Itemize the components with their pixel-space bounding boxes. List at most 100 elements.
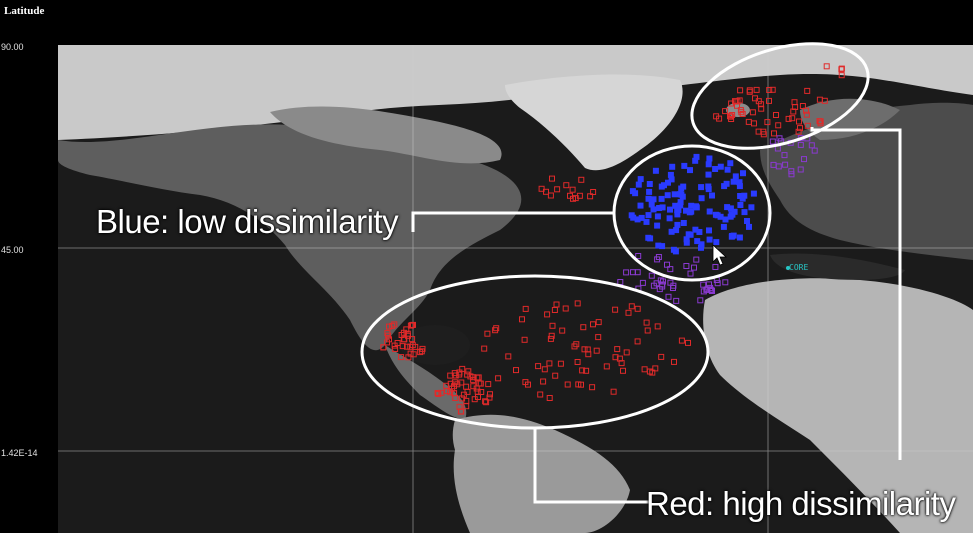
data-point-marker — [736, 183, 743, 190]
data-point-marker — [673, 227, 680, 234]
label-red-high-dissimilarity: Red: high dissimilarity — [646, 485, 956, 522]
label-blue-low-dissimilarity: Blue: low dissimilarity — [96, 203, 399, 240]
data-point-marker — [797, 166, 804, 173]
data-point-marker — [722, 216, 729, 223]
data-point-marker — [721, 183, 728, 190]
data-point-marker — [543, 188, 549, 195]
data-point-marker — [680, 183, 687, 190]
data-point-marker — [679, 193, 686, 200]
data-point-marker — [637, 202, 644, 209]
data-point-marker — [681, 162, 688, 169]
tick-label-top: 90.00 — [1, 42, 24, 52]
data-point-marker — [737, 202, 744, 208]
data-point-marker — [729, 233, 735, 239]
data-point-marker — [740, 170, 746, 177]
data-point-marker — [706, 155, 713, 162]
data-point-marker — [680, 220, 687, 226]
data-point-marker — [788, 171, 795, 178]
data-point-marker — [648, 201, 655, 208]
data-point-marker — [645, 195, 652, 202]
data-point-marker — [654, 213, 661, 220]
data-point-marker — [782, 161, 789, 168]
data-point-marker — [656, 205, 663, 211]
data-point-marker — [554, 186, 561, 193]
axis-title: Latitude — [4, 5, 45, 17]
data-point-marker — [736, 234, 743, 241]
data-point-marker — [683, 207, 689, 214]
data-point-marker — [692, 226, 699, 233]
data-point-marker — [698, 195, 705, 202]
data-point-marker — [650, 196, 657, 203]
data-point-marker — [578, 176, 585, 183]
data-point-marker — [748, 204, 755, 211]
data-point-marker — [724, 166, 731, 173]
data-point-marker — [717, 163, 724, 170]
data-point-marker — [650, 206, 657, 213]
data-point-marker — [629, 188, 636, 195]
data-point-marker — [576, 192, 583, 199]
data-point-marker — [671, 191, 678, 198]
data-point-marker — [693, 153, 700, 160]
data-point-marker — [645, 212, 652, 219]
data-point-marker — [724, 204, 731, 211]
data-point-marker — [674, 221, 681, 228]
data-point-marker — [569, 186, 576, 193]
data-point-marker — [652, 167, 659, 174]
data-point-marker — [694, 238, 701, 245]
data-point-marker — [746, 223, 752, 230]
data-point-marker — [655, 242, 662, 249]
data-point-marker — [647, 235, 654, 242]
data-point-marker — [698, 184, 705, 191]
data-point-marker — [706, 236, 713, 243]
data-point-marker — [693, 204, 700, 211]
data-point-marker — [628, 212, 635, 219]
data-point-marker — [637, 176, 644, 183]
data-point-marker — [712, 166, 719, 172]
data-point-marker — [750, 190, 757, 197]
data-point-marker — [788, 168, 795, 175]
data-point-marker — [781, 152, 788, 159]
data-point-marker — [665, 179, 671, 186]
data-point-marker — [741, 209, 748, 216]
satellite-map[interactable] — [58, 45, 973, 533]
data-point-marker — [643, 218, 650, 225]
map-canvas — [58, 45, 973, 533]
data-point-marker — [635, 181, 642, 188]
data-point-marker — [705, 171, 712, 178]
data-point-marker — [712, 211, 719, 218]
tick-label-bottom: 1.42E-14 — [1, 448, 38, 458]
data-point-marker — [646, 188, 653, 195]
station-label[interactable]: CORE — [789, 263, 809, 272]
data-point-marker — [706, 227, 712, 234]
data-point-marker — [741, 192, 748, 199]
data-point-marker — [732, 173, 739, 180]
data-point-marker — [727, 160, 734, 167]
data-point-marker — [672, 202, 679, 209]
data-point-marker — [744, 218, 750, 224]
data-point-marker — [713, 239, 720, 246]
data-point-marker — [666, 215, 673, 222]
data-point-marker — [685, 231, 692, 238]
data-point-marker — [677, 199, 684, 206]
data-point-marker — [705, 183, 712, 190]
data-point-marker — [664, 192, 671, 199]
data-point-marker — [646, 181, 653, 187]
data-point-marker — [720, 223, 727, 230]
data-point-marker — [706, 208, 713, 215]
data-point-marker — [683, 239, 690, 246]
data-point-marker — [547, 192, 554, 199]
data-point-marker — [567, 192, 573, 199]
data-point-marker — [801, 156, 807, 163]
data-point-marker — [590, 189, 597, 195]
data-point-marker — [563, 182, 570, 189]
data-point-marker — [705, 161, 712, 168]
data-point-marker — [672, 248, 679, 255]
data-point-marker — [709, 192, 715, 199]
data-point-marker — [667, 206, 673, 213]
data-point-marker — [634, 216, 641, 223]
data-point-marker — [654, 222, 661, 229]
tick-label-middle: 45.00 — [1, 245, 24, 255]
data-point-marker — [669, 163, 676, 170]
data-point-marker — [728, 211, 735, 218]
